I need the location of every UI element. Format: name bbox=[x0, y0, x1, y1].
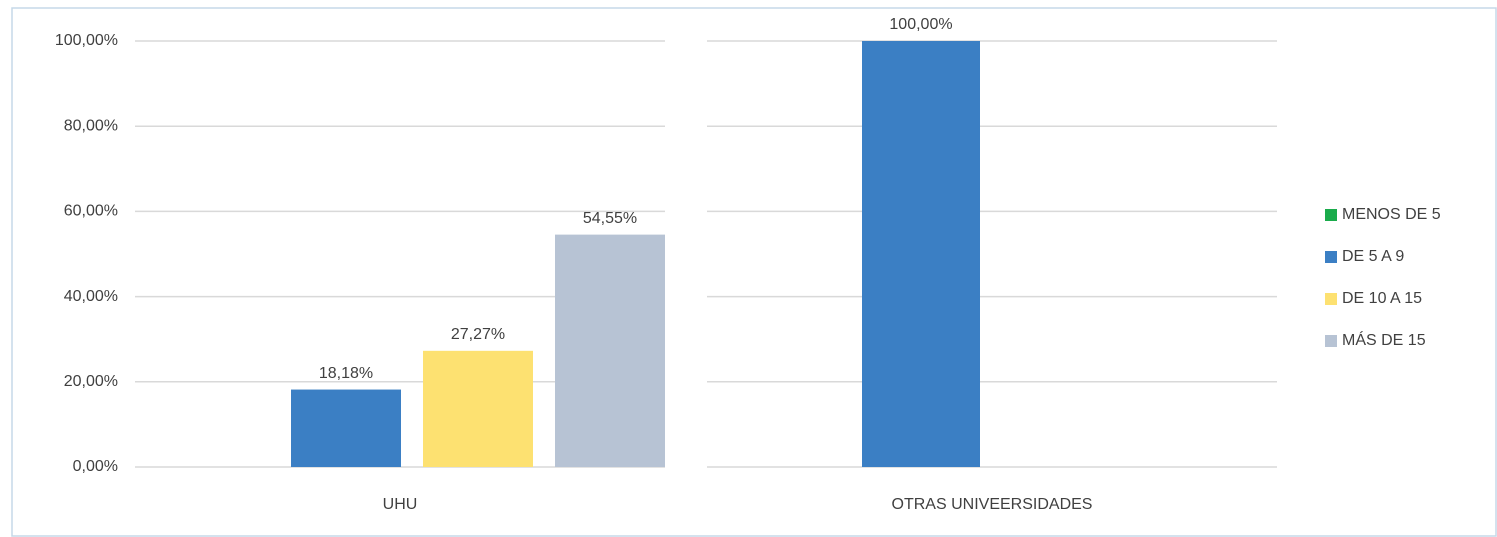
bar bbox=[291, 389, 401, 467]
data-label: 54,55% bbox=[583, 210, 637, 227]
data-label: 18,18% bbox=[319, 365, 373, 382]
y-tick-label: 0,00% bbox=[73, 458, 118, 475]
y-tick-label: 40,00% bbox=[64, 288, 118, 305]
legend-label: DE 10 A 15 bbox=[1342, 290, 1422, 307]
y-tick-label: 20,00% bbox=[64, 373, 118, 390]
data-label: 100,00% bbox=[889, 16, 952, 33]
x-tick-label: UHU bbox=[383, 496, 418, 513]
legend-swatch bbox=[1325, 335, 1337, 347]
data-label: 27,27% bbox=[451, 326, 505, 343]
legend-swatch bbox=[1325, 293, 1337, 305]
legend-label: DE 5 A 9 bbox=[1342, 248, 1404, 265]
x-tick-label: OTRAS UNIVEERSIDADES bbox=[892, 496, 1093, 513]
legend-swatch bbox=[1325, 209, 1337, 221]
legend-label: MÁS DE 15 bbox=[1342, 330, 1426, 349]
bar bbox=[862, 41, 980, 467]
chart-border bbox=[11, 7, 1497, 537]
bar bbox=[555, 234, 665, 467]
legend-swatch bbox=[1325, 251, 1337, 263]
y-tick-label: 100,00% bbox=[55, 32, 118, 49]
bar bbox=[423, 350, 533, 467]
y-tick-label: 60,00% bbox=[64, 203, 118, 220]
y-tick-label: 80,00% bbox=[64, 117, 118, 134]
legend-label: MENOS DE 5 bbox=[1342, 206, 1441, 223]
